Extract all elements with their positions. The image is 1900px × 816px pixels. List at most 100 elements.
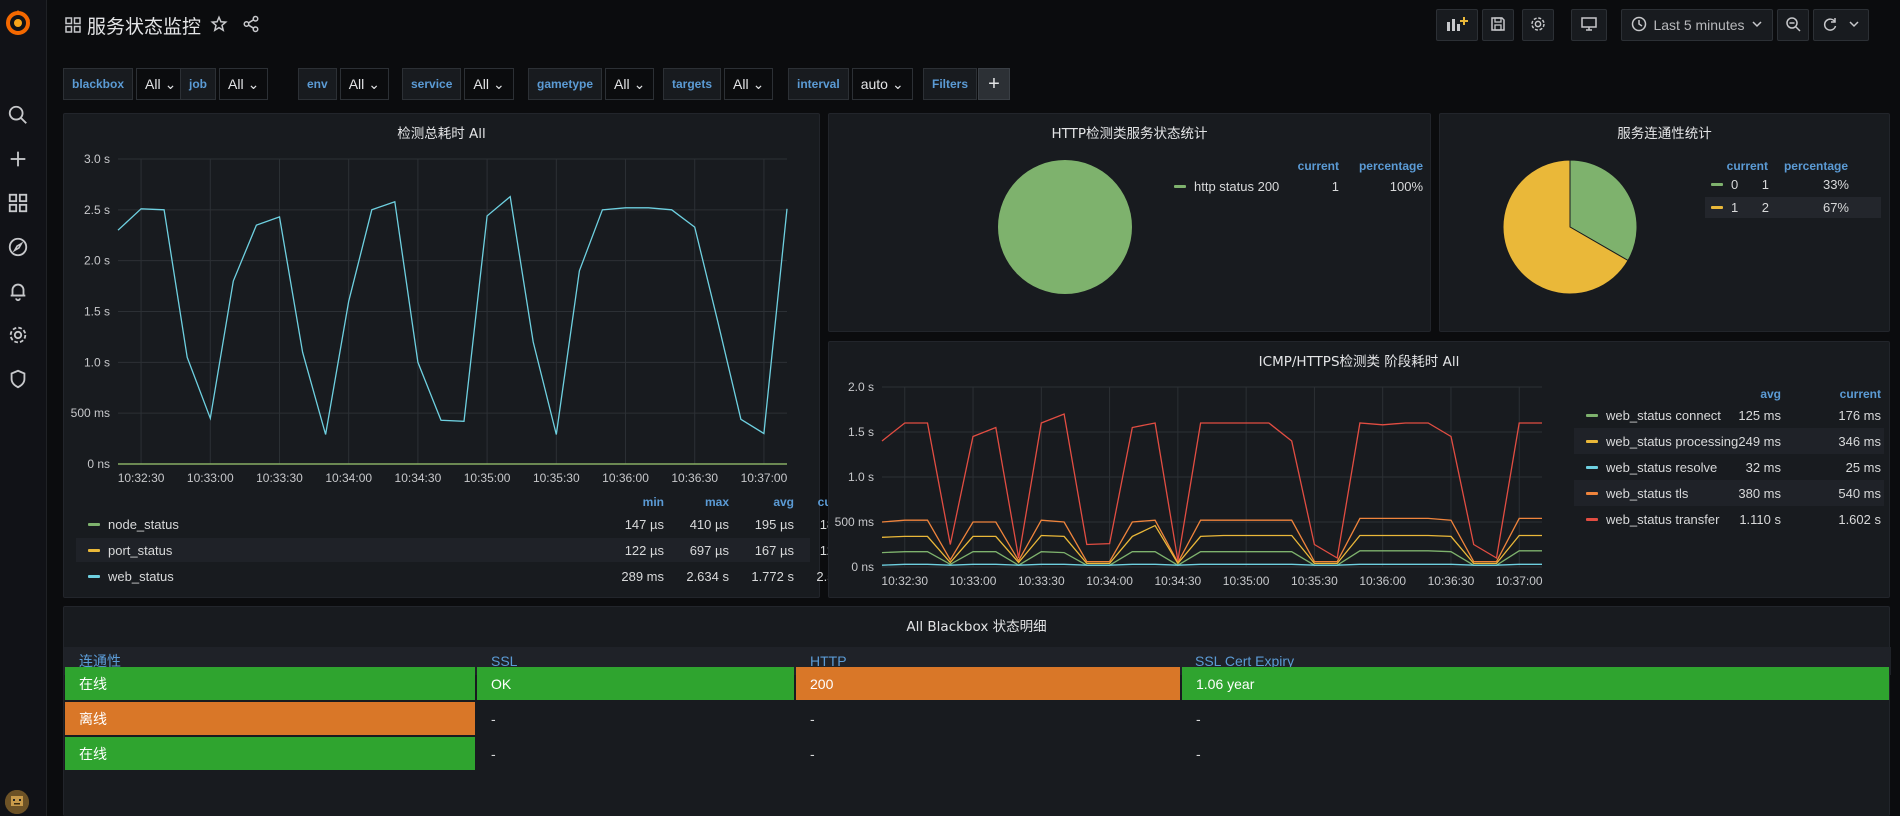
series-line-web_status-processing[interactable] bbox=[881, 524, 1542, 565]
series-line-web_status[interactable] bbox=[117, 195, 788, 435]
zoom-out-button[interactable] bbox=[1777, 9, 1809, 41]
legend-header-avg[interactable]: avg bbox=[1760, 387, 1781, 401]
grafana-logo-icon[interactable] bbox=[3, 8, 33, 38]
variable-service[interactable]: service All ⌄ bbox=[402, 68, 514, 100]
variable-label: Filters bbox=[923, 68, 978, 100]
panel-title[interactable]: 服务连通性统计 bbox=[1617, 126, 1712, 142]
plus-icon[interactable] bbox=[6, 147, 30, 171]
legend-header-current[interactable]: current bbox=[1297, 159, 1339, 173]
legend-name: web_status connect bbox=[1606, 407, 1721, 423]
variable-gametype[interactable]: gametype All ⌄ bbox=[528, 68, 655, 100]
dashboards-icon[interactable] bbox=[6, 191, 30, 215]
legend-header-percentage[interactable]: percentage bbox=[1783, 159, 1848, 173]
variable-select[interactable]: All ⌄ bbox=[339, 68, 389, 100]
chevron-down-icon: ⌄ bbox=[164, 75, 177, 92]
variable-targets[interactable]: targets All ⌄ bbox=[663, 68, 774, 100]
variable-select[interactable]: auto ⌄ bbox=[851, 68, 913, 100]
y-tick-label: 2.0 s bbox=[84, 254, 110, 268]
add-filter-button[interactable]: + bbox=[978, 68, 1010, 100]
legend-row-1[interactable]: 1 2 67% bbox=[1705, 197, 1881, 218]
latency-chart[interactable]: 3.0 s 2.5 s 2.0 s 1.5 s 1.0 s 500 ms 0 ns 10:32… bbox=[64, 114, 821, 599]
variable-job[interactable]: job All ⌄ bbox=[180, 68, 269, 100]
legend-swatch bbox=[1586, 517, 1598, 521]
page-title[interactable]: 服务状态监控 bbox=[87, 16, 202, 38]
series-line-web_status-transfer[interactable] bbox=[881, 413, 1542, 561]
legend-header-max[interactable]: max bbox=[704, 495, 729, 509]
table-header-http[interactable]: HTTP bbox=[810, 653, 847, 669]
panel-title[interactable]: All Blackbox 状态明细 bbox=[906, 619, 1047, 635]
panel-title[interactable]: ICMP/HTTPS检测类 阶段耗时 All bbox=[1258, 354, 1460, 370]
star-icon[interactable] bbox=[210, 15, 228, 36]
variable-interval[interactable]: interval auto ⌄ bbox=[788, 68, 913, 100]
table-header-ssl[interactable]: SSL bbox=[491, 653, 518, 669]
time-picker-button[interactable]: Last 5 minutes bbox=[1621, 9, 1773, 41]
variable-select[interactable]: All ⌄ bbox=[464, 68, 514, 100]
share-icon[interactable] bbox=[242, 15, 260, 36]
legend-header-current[interactable]: current bbox=[1726, 159, 1768, 173]
legend-percentage: 33% bbox=[1822, 177, 1849, 192]
dashboard-settings-button[interactable] bbox=[1522, 9, 1554, 41]
x-tick-label: 10:36:30 bbox=[671, 471, 718, 485]
legend-header-avg[interactable]: avg bbox=[773, 495, 794, 509]
legend-name: 1 bbox=[1731, 200, 1739, 215]
legend-row-node-status[interactable]: node_status 147 µs 410 µs 195 µs 186 µs bbox=[76, 512, 859, 536]
legend-avg: 1.110 s bbox=[1739, 511, 1781, 527]
table-header-cert-expiry[interactable]: SSL Cert Expiry bbox=[1195, 653, 1295, 669]
save-dashboard-button[interactable] bbox=[1482, 9, 1514, 41]
chevron-down-icon: ⌄ bbox=[247, 75, 260, 92]
shield-icon[interactable] bbox=[6, 367, 30, 391]
y-tick-label: 1.5 s bbox=[848, 425, 874, 439]
variable-blackbox[interactable]: blackbox All ⌄ bbox=[63, 68, 186, 100]
compass-icon[interactable] bbox=[6, 235, 30, 259]
variable-env[interactable]: env All ⌄ bbox=[298, 68, 389, 100]
connectivity-pie-chart[interactable] bbox=[1440, 114, 1891, 333]
variable-value: All bbox=[228, 76, 244, 92]
y-tick-label: 0 ns bbox=[851, 560, 874, 574]
x-tick-label: 10:34:00 bbox=[325, 471, 372, 485]
legend-header-min[interactable]: min bbox=[642, 495, 664, 509]
legend-row-web-status[interactable]: web_status 289 ms 2.634 s 1.772 s 2.513 … bbox=[76, 564, 859, 588]
pie-slice-http-status-200[interactable] bbox=[998, 160, 1132, 294]
plus-icon: + bbox=[988, 72, 1000, 95]
legend-row-tls[interactable]: web_status tls 380 ms 540 ms bbox=[1574, 480, 1884, 506]
legend-header-current[interactable]: current bbox=[1839, 387, 1881, 401]
variable-select[interactable]: All ⌄ bbox=[136, 68, 186, 100]
bell-icon[interactable] bbox=[6, 279, 30, 303]
http-pie-chart[interactable] bbox=[829, 114, 1432, 333]
legend-row-connect[interactable]: web_status connect 125 ms 176 ms bbox=[1574, 402, 1884, 428]
legend-row-transfer[interactable]: web_status transfer 1.110 s 1.602 s bbox=[1574, 506, 1884, 532]
panel-title[interactable]: 检测总耗时 All bbox=[397, 126, 486, 142]
series-line-web_status-tls[interactable] bbox=[881, 517, 1542, 564]
stages-chart[interactable]: 2.0 s 1.5 s 1.0 s 500 ms 0 ns 10:32:30 10:33:0… bbox=[829, 342, 1891, 599]
table-cell-ssl: - bbox=[491, 710, 496, 727]
gear-icon[interactable] bbox=[6, 323, 30, 347]
legend-current: 2 bbox=[1761, 200, 1769, 215]
legend-avg: 1.772 s bbox=[751, 568, 794, 584]
variable-select[interactable]: All ⌄ bbox=[605, 68, 655, 100]
table-header-connectivity[interactable]: 连通性 bbox=[79, 653, 121, 669]
variable-filters[interactable]: Filters bbox=[923, 68, 978, 100]
variable-select[interactable]: All ⌄ bbox=[219, 68, 269, 100]
y-tick-label: 500 ms bbox=[835, 515, 874, 529]
legend-row-processing[interactable]: web_status processing 249 ms 346 ms bbox=[1574, 428, 1884, 454]
avatar[interactable] bbox=[5, 790, 29, 814]
legend-row-0[interactable]: 0 1 33% bbox=[1705, 174, 1881, 195]
legend-name: 0 bbox=[1731, 177, 1739, 192]
legend-row-resolve[interactable]: web_status resolve 32 ms 25 ms bbox=[1574, 454, 1884, 480]
legend-current: 25 ms bbox=[1845, 459, 1881, 475]
series-line-web_status-connect[interactable] bbox=[881, 550, 1542, 566]
pie-slice-1[interactable] bbox=[1502, 159, 1629, 295]
x-tick-label: 10:34:00 bbox=[1086, 574, 1133, 588]
legend-avg: 32 ms bbox=[1745, 459, 1781, 475]
legend-row-http-200[interactable]: http status 200 1 100% bbox=[1174, 174, 1429, 198]
series-line-web_status-resolve[interactable] bbox=[881, 563, 1542, 566]
tv-mode-button[interactable] bbox=[1571, 9, 1607, 41]
pie-slice-0[interactable] bbox=[1569, 159, 1638, 262]
refresh-button[interactable] bbox=[1813, 9, 1869, 41]
variable-select[interactable]: All ⌄ bbox=[724, 68, 774, 100]
legend-row-port-status[interactable]: port_status 122 µs 697 µs 167 µs 129 µs bbox=[76, 538, 859, 562]
legend-header-percentage[interactable]: percentage bbox=[1358, 159, 1423, 173]
add-panel-button[interactable] bbox=[1436, 9, 1478, 41]
search-icon[interactable] bbox=[6, 103, 30, 127]
panel-title[interactable]: HTTP检测类服务状态统计 bbox=[1051, 126, 1208, 142]
